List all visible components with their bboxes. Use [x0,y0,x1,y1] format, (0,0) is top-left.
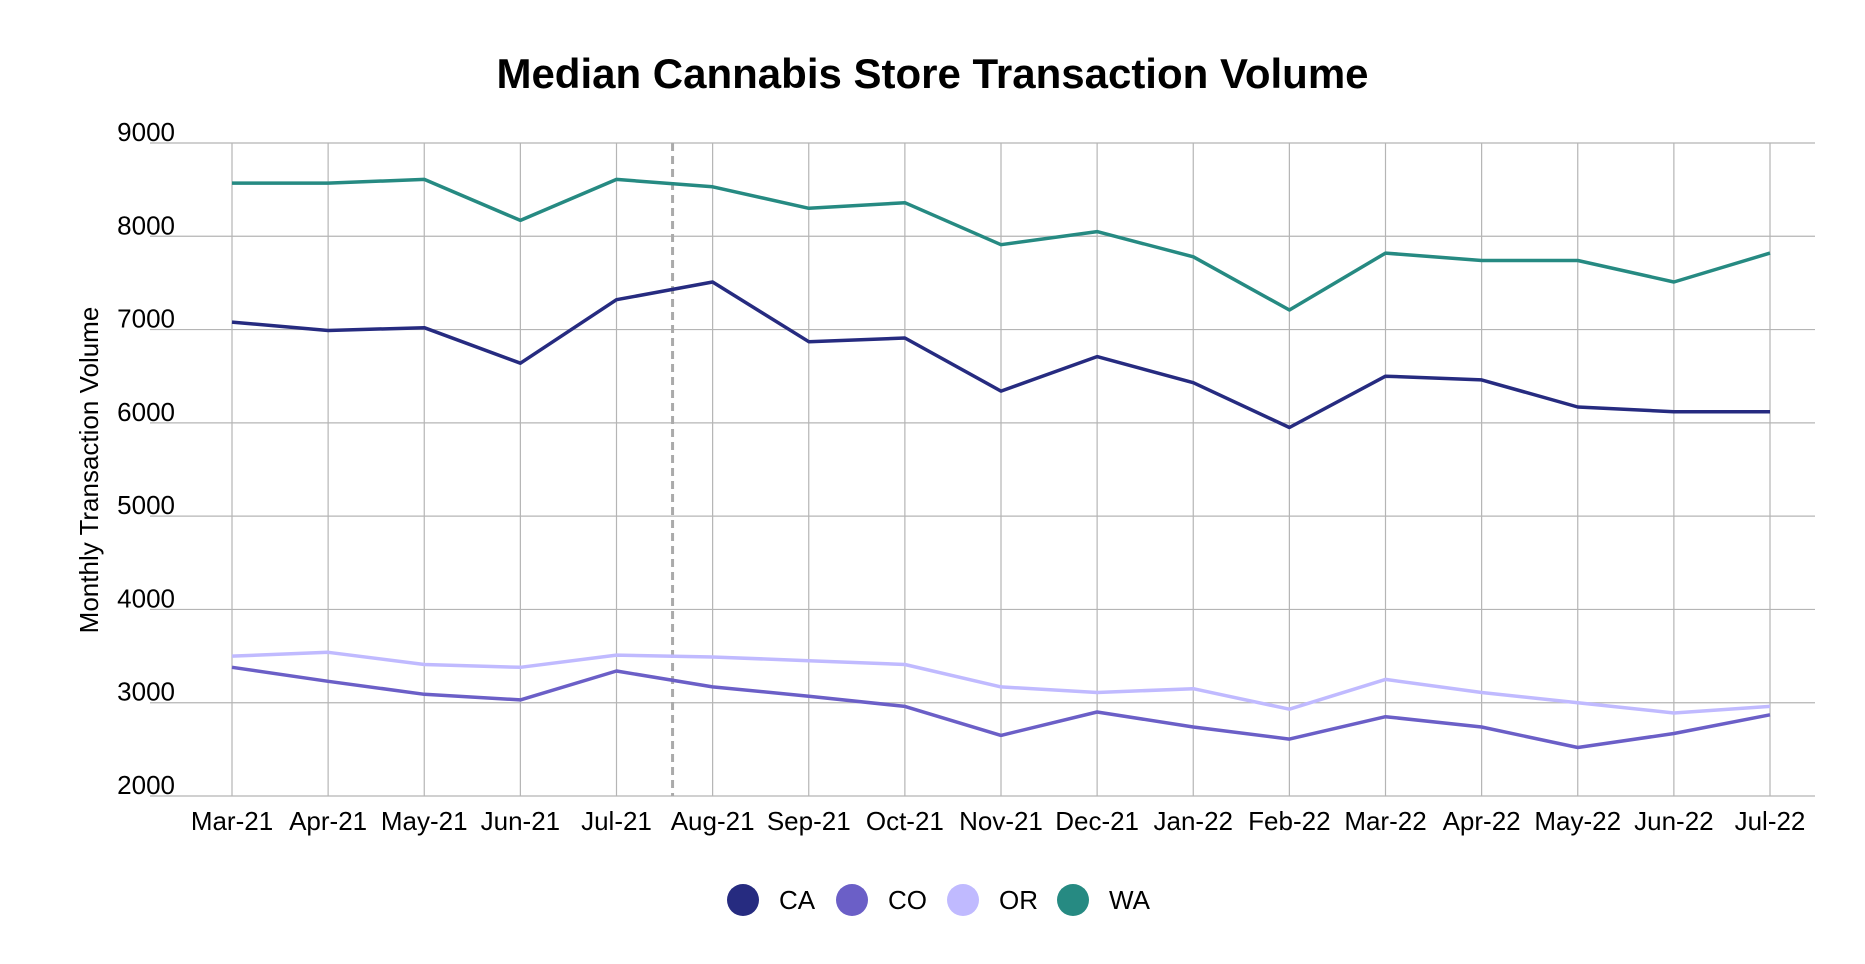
x-tick-label: May-21 [381,806,468,836]
y-tick-label: 8000 [117,210,175,240]
x-axis-ticks: Mar-21 Apr-21 May-21 Jun-21 Jul-21 Aug-21 Sep-… [191,806,1806,836]
legend-label-ca: CA [779,885,816,915]
x-tick-label: Sep-21 [767,806,851,836]
x-tick-label: Jul-21 [581,806,652,836]
x-tick-label: Mar-22 [1344,806,1426,836]
x-tick-label: Mar-21 [191,806,273,836]
x-tick-label: Apr-21 [289,806,367,836]
series-lines [231,177,1771,750]
y-tick-label: 9000 [117,117,175,147]
legend-marker-ca [727,884,759,916]
x-tick-label: Dec-21 [1055,806,1139,836]
x-tick-label: Jan-22 [1154,806,1234,836]
legend-marker-or [947,884,979,916]
x-tick-label: Jul-22 [1735,806,1806,836]
x-tick-label: Aug-21 [671,806,755,836]
legend-marker-co [836,884,868,916]
legend-marker-wa [1057,884,1089,916]
chart-title: Median Cannabis Store Transaction Volume [496,50,1369,97]
y-axis-label: Monthly Transaction Volume [74,307,104,634]
x-tick-label: Apr-22 [1443,806,1521,836]
x-tick-label: Feb-22 [1248,806,1330,836]
x-tick-label: Jun-22 [1634,806,1714,836]
gridlines [150,142,1815,797]
x-tick-label: Jun-21 [481,806,561,836]
x-tick-label: Oct-21 [866,806,944,836]
y-axis-ticks: 2000 3000 4000 5000 6000 7000 8000 9000 [117,117,175,800]
x-tick-label: Nov-21 [959,806,1043,836]
legend: CA CO OR WA [727,884,1151,916]
legend-label-or: OR [999,885,1038,915]
legend-label-co: CO [888,885,927,915]
y-tick-label: 6000 [117,397,175,427]
y-tick-label: 3000 [117,677,175,707]
y-tick-label: 7000 [117,304,175,334]
y-tick-label: 2000 [117,770,175,800]
x-tick-label: May-22 [1534,806,1621,836]
legend-label-wa: WA [1109,885,1151,915]
y-tick-label: 5000 [117,490,175,520]
y-tick-label: 4000 [117,583,175,613]
